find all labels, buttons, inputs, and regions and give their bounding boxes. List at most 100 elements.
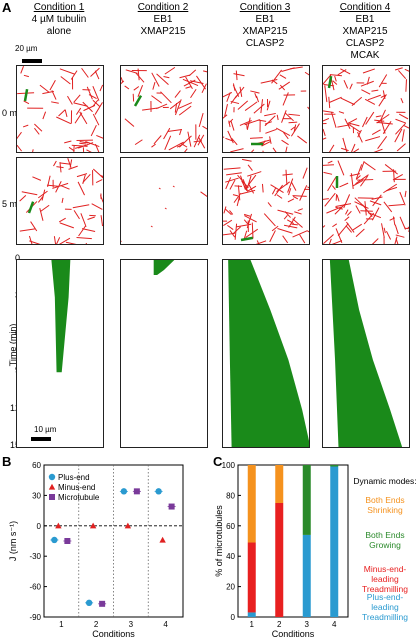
micrograph-cond1-0min <box>16 65 104 153</box>
microtubule-filament <box>37 190 48 199</box>
microtubule-filament <box>151 95 163 104</box>
panel-b-point-triangle <box>55 522 62 529</box>
microtubule-filament <box>349 173 361 177</box>
microtubule-filament <box>56 237 61 244</box>
microtubule-filament <box>401 129 405 142</box>
microtubule-filament <box>292 195 307 197</box>
microtubule-filament <box>41 189 46 201</box>
microtubule-filament <box>364 161 376 171</box>
condition-component: MCAK <box>350 50 380 61</box>
microtubule-filament <box>283 132 289 140</box>
microtubule-filament <box>198 112 204 128</box>
micrograph-cond3-5min <box>222 157 310 245</box>
microtubule-filament <box>174 90 181 98</box>
microtubule-filament <box>249 137 263 139</box>
microtubule-filament <box>92 99 101 108</box>
panel-c-legend-label: Minus-end-leading Treadmilling <box>362 564 408 594</box>
microtubule-filament <box>233 73 245 77</box>
panel-c-plot-frame <box>237 464 349 618</box>
microtubule-filament <box>241 180 248 192</box>
microtubule-filament <box>355 174 369 185</box>
microtubule-filament <box>245 174 257 189</box>
panel-c-legend-title: Dynamic modes: <box>353 476 416 486</box>
microtubule-filament <box>343 194 351 209</box>
microtubule-filament <box>377 136 388 150</box>
microtubule-filament <box>74 112 83 124</box>
condition-title: Condition 3 <box>239 2 291 13</box>
micrograph-cond4-0min <box>322 65 410 153</box>
microtubule-filament <box>226 92 231 102</box>
microtubule-filament <box>179 135 192 148</box>
microtubule-filament <box>292 230 308 238</box>
microtubule-filament <box>379 109 386 123</box>
micrograph-cond3-0min <box>222 65 310 153</box>
kymo-ytick-label: 12 <box>9 402 20 413</box>
microtubule-filament <box>285 169 288 186</box>
panel-b-point-square <box>99 600 106 607</box>
microtubule-filament <box>193 140 202 143</box>
microtubule-filament <box>34 127 40 135</box>
panel-c-ytick-label: 80 <box>226 491 235 500</box>
microtubule-filament <box>338 111 345 114</box>
microtubule-filament <box>276 114 279 121</box>
microtubule-filament <box>381 223 385 238</box>
microtubule-filament <box>190 88 197 99</box>
panel-c-xtick-label: 1 <box>250 620 255 629</box>
microtubule-filament <box>169 100 181 110</box>
microtubule-filament <box>224 103 228 117</box>
scale-bar-top-label: 20 µm <box>15 44 38 53</box>
microtubule-filament <box>23 100 30 105</box>
microtubule-filament <box>241 158 252 162</box>
panel-b-xtick-label: 1 <box>59 620 64 629</box>
microtubule-filament <box>329 74 342 77</box>
microtubule-filament <box>250 149 255 152</box>
microtubule-filament <box>279 74 287 79</box>
panel-c-ytick-label: 20 <box>226 583 235 592</box>
microtubule-filament <box>276 194 283 199</box>
microtubule-filament <box>156 103 168 110</box>
microtubule-filament <box>231 137 238 146</box>
microtubule-filament <box>371 238 379 244</box>
panel-c-ytick-label: 60 <box>226 522 235 531</box>
microtubule-filament <box>77 181 85 196</box>
microtubule-filament <box>230 120 235 131</box>
microtubule-filament <box>71 144 88 147</box>
tracked-microtubule <box>27 201 35 214</box>
panel-b-legend-circle <box>48 473 56 481</box>
kymograph-growth-region <box>153 260 175 275</box>
microtubule-filament <box>323 234 334 244</box>
panel-b-point-circle <box>120 488 128 495</box>
microtubule-filament <box>290 123 300 137</box>
microtubule-filament <box>19 195 27 202</box>
microtubule-filament <box>178 105 192 116</box>
condition-component: EB1 <box>355 14 375 25</box>
microtubule-filament <box>398 70 407 79</box>
microtubule-filament <box>226 172 242 176</box>
microtubule-filament <box>73 102 88 107</box>
microtubule-filament <box>371 207 380 221</box>
microtubule-filament <box>269 136 272 144</box>
microtubule-filament <box>76 173 88 178</box>
microtubule-filament <box>347 122 360 127</box>
panel-c-bar-segment <box>247 542 256 613</box>
microtubule-filament <box>339 182 349 188</box>
microtubule-filament <box>355 228 365 238</box>
microtubule-filament <box>164 135 172 151</box>
microtubule-filament <box>290 126 296 131</box>
panel-c-xlabel: Conditions <box>272 629 315 639</box>
panel-b-point-square <box>168 503 175 510</box>
scale-bar-bottom <box>31 437 51 441</box>
microtubule-filament <box>32 176 42 181</box>
micrograph-cond2-0min <box>120 65 208 153</box>
microtubule-filament <box>329 96 342 103</box>
microtubule-filament <box>329 144 335 152</box>
microtubule-filament <box>323 225 326 228</box>
microtubule-filament <box>60 76 71 85</box>
microtubule-filament <box>237 100 249 110</box>
microtubule-filament <box>341 147 349 152</box>
microtubule-filament <box>56 116 72 125</box>
microtubule-filament <box>380 94 386 98</box>
microtubule-filament <box>357 179 374 181</box>
microtubule-filament <box>91 203 103 210</box>
microtubule-filament <box>58 109 66 117</box>
